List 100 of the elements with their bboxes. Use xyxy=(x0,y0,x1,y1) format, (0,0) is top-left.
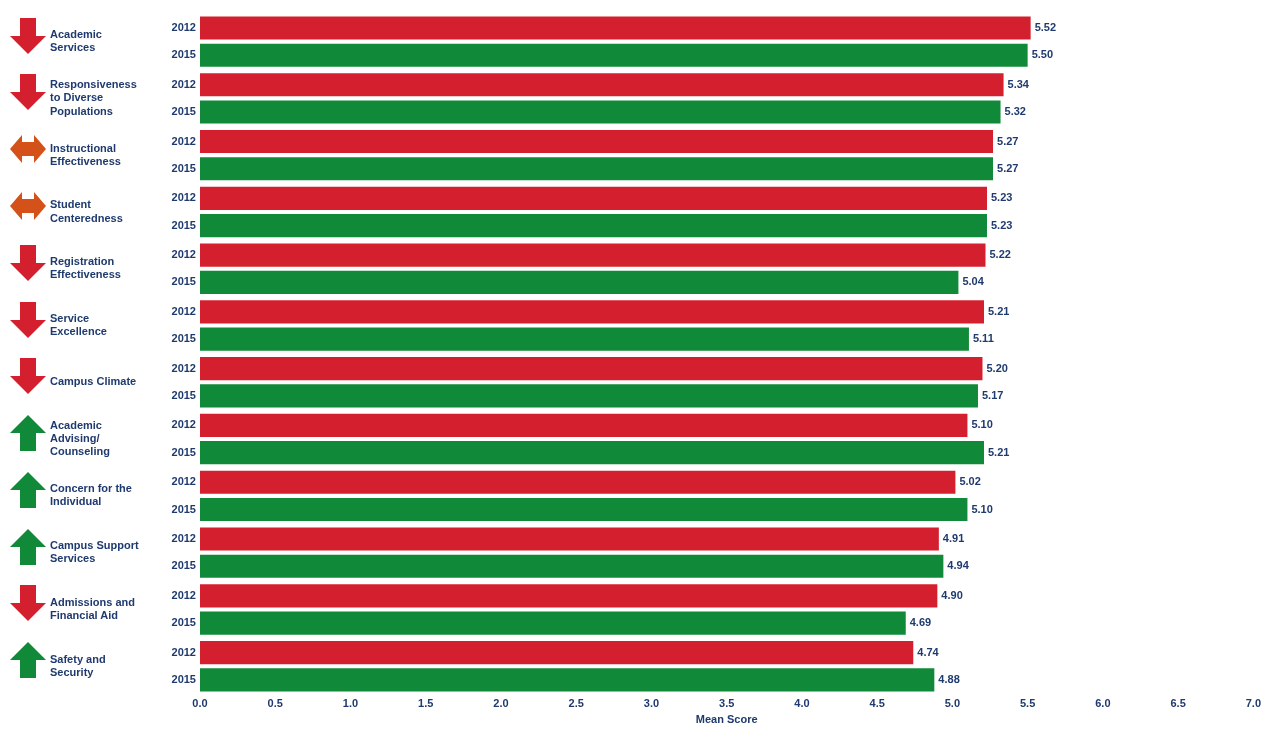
x-tick-label: 0.5 xyxy=(267,697,283,710)
bar xyxy=(200,243,986,267)
y-tick-label: Safety and Security xyxy=(50,652,106,678)
y-tick-label: Registration Effectiveness xyxy=(50,255,121,281)
x-tick-label: 2.5 xyxy=(568,697,584,710)
bar xyxy=(200,413,968,438)
bar xyxy=(200,100,1001,124)
text: 2015 xyxy=(171,672,196,685)
text: 2012 xyxy=(171,532,196,545)
bar xyxy=(200,357,983,381)
bar xyxy=(200,384,978,408)
text: 2012 xyxy=(171,361,196,374)
text: 2015 xyxy=(171,332,196,345)
data-label: 5.27 xyxy=(997,161,1019,174)
x-tick-label: 0.0 xyxy=(192,697,208,710)
x-tick-label: 5.5 xyxy=(1019,697,1036,710)
data-label: 5.34 xyxy=(1007,77,1030,90)
data-label: 4.69 xyxy=(909,616,932,629)
x-tick-label: 3.0 xyxy=(643,697,660,710)
bar xyxy=(200,470,956,494)
bar xyxy=(200,497,968,522)
bar xyxy=(200,16,1031,40)
data-label: 5.10 xyxy=(971,502,993,515)
y-tick-label: Student Centeredness xyxy=(50,198,123,224)
bar xyxy=(200,129,994,154)
text: 2015 xyxy=(171,559,196,572)
text: 2012 xyxy=(171,475,196,488)
y-tick-label: Instructional Effectiveness xyxy=(50,141,121,167)
data-label: 5.10 xyxy=(971,418,993,431)
bar xyxy=(200,186,988,210)
data-label: 5.23 xyxy=(991,218,1013,231)
text: 2015 xyxy=(171,616,196,629)
bar xyxy=(200,641,914,665)
x-tick-label: 2.0 xyxy=(493,697,509,710)
y-tick-label: Concern for the Individual xyxy=(50,482,132,508)
x-axis-title: Mean Score xyxy=(695,713,758,726)
x-tick-label: 6.0 xyxy=(1095,697,1111,710)
text: 2012 xyxy=(171,304,196,317)
bar xyxy=(200,527,939,551)
text: 2015 xyxy=(171,445,196,458)
x-tick-label: 6.5 xyxy=(1170,697,1186,710)
y-tick-label: Academic Services xyxy=(50,28,102,54)
text: 2015 xyxy=(171,218,196,231)
bar xyxy=(200,157,994,181)
y-tick-label: Admissions and Financial Aid xyxy=(50,595,135,622)
x-tick-label: 4.5 xyxy=(869,697,885,710)
data-label: 5.23 xyxy=(991,191,1013,204)
y-tick-label: Service Excellence xyxy=(50,311,107,338)
bar xyxy=(200,668,935,692)
data-label: 5.02 xyxy=(959,475,981,488)
series-label: 2015 xyxy=(171,48,196,61)
text: 2015 xyxy=(171,161,196,174)
text: 2015 xyxy=(171,275,196,288)
y-tick-label: Academic Advising/ Counseling xyxy=(50,418,110,458)
data-label: 5.17 xyxy=(981,388,1004,401)
data-label: 5.21 xyxy=(988,304,1010,317)
data-label: 4.88 xyxy=(938,672,960,685)
data-label: 4.90 xyxy=(941,588,963,601)
data-label: 5.50 xyxy=(1031,48,1054,61)
text: 2012 xyxy=(171,134,196,147)
text: 2012 xyxy=(171,191,196,204)
x-tick-label: 4.0 xyxy=(794,697,810,710)
data-label: 5.20 xyxy=(986,361,1008,374)
data-label: 5.21 xyxy=(988,445,1010,458)
bar xyxy=(200,441,984,465)
y-tick-label: Campus Support Services xyxy=(50,539,139,565)
y-tick-label: Campus Climate xyxy=(50,375,137,388)
bar xyxy=(200,611,906,635)
text: 2012 xyxy=(171,248,196,261)
text: 2015 xyxy=(171,105,196,118)
data-label: 5.22 xyxy=(989,248,1011,261)
x-tick-label: 3.5 xyxy=(719,697,735,710)
data-label: 5.52 xyxy=(1034,20,1057,33)
data-label: 5.04 xyxy=(962,275,985,288)
text: 2015 xyxy=(171,388,196,401)
text: 2012 xyxy=(171,588,196,601)
bar xyxy=(200,73,1004,97)
data-label: 5.11 xyxy=(972,332,994,345)
text: 2012 xyxy=(171,77,196,90)
data-label: 4.74 xyxy=(917,645,940,658)
bar xyxy=(200,213,988,238)
bar xyxy=(200,300,984,324)
x-tick-label: 5.0 xyxy=(944,697,961,710)
data-label: 4.94 xyxy=(947,559,970,572)
bar xyxy=(200,327,969,351)
data-label: 4.91 xyxy=(942,532,965,545)
bar xyxy=(200,43,1028,67)
bar xyxy=(200,584,938,608)
bar xyxy=(200,270,959,294)
text: 2012 xyxy=(171,645,196,658)
x-tick-label: 1.0 xyxy=(342,697,359,710)
x-tick-label: 7.0 xyxy=(1245,697,1261,710)
x-tick-label: 1.5 xyxy=(418,697,434,710)
y-tick-label: Responsiveness to Diverse Populations xyxy=(50,78,137,117)
data-label: 5.32 xyxy=(1004,105,1026,118)
data-label: 5.27 xyxy=(997,134,1019,147)
series-label: 2012 xyxy=(171,20,196,33)
text: 2012 xyxy=(171,418,196,431)
text: 2015 xyxy=(171,502,196,515)
bar xyxy=(200,554,944,578)
